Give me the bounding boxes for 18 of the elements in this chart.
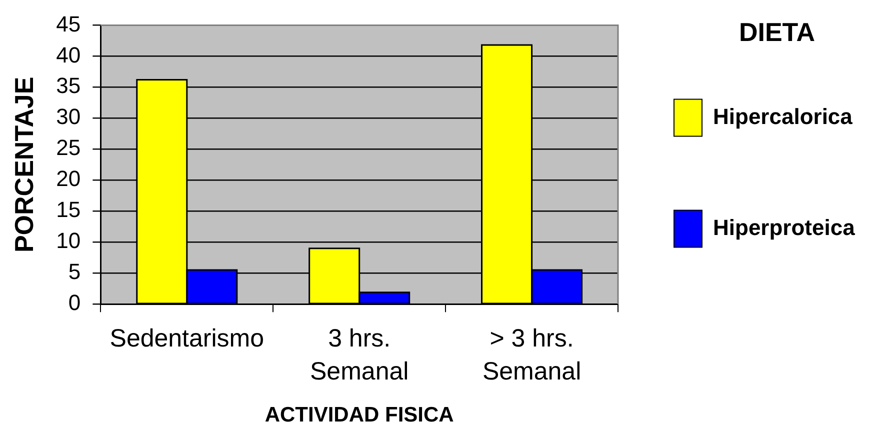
y-tick-label: 20 bbox=[56, 166, 81, 192]
y-tick-label: 45 bbox=[56, 11, 81, 36]
y-tick-label: 10 bbox=[56, 228, 81, 254]
x-tick-label: > 3 hrs. Semanal bbox=[482, 324, 582, 386]
x-tick-label: 3 hrs. Semanal bbox=[310, 324, 409, 386]
legend-label: Hiperproteica bbox=[713, 214, 856, 240]
y-tick-label: 35 bbox=[56, 73, 81, 98]
legend-title: DIETA bbox=[738, 17, 816, 48]
y-tick-label: 5 bbox=[68, 259, 81, 284]
y-tick-label: 40 bbox=[56, 42, 81, 68]
y-tick-label: 0 bbox=[68, 290, 81, 316]
y-tick-label: 15 bbox=[56, 197, 81, 222]
y-axis-title: PORCENTAJE bbox=[8, 76, 39, 253]
y-tick-label: 30 bbox=[56, 104, 81, 130]
x-tick-label: Sedentarismo bbox=[110, 324, 264, 352]
x-axis-title: ACTIVIDAD FISICA bbox=[264, 403, 454, 425]
legend-label: Hipercalorica bbox=[713, 104, 854, 129]
y-tick-label: 25 bbox=[56, 135, 81, 160]
